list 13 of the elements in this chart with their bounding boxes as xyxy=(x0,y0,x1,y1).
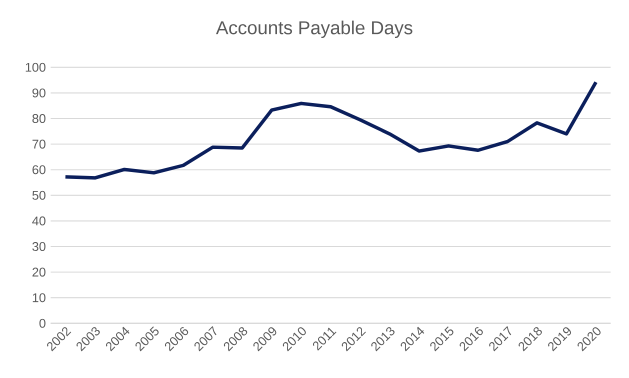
y-tick-label: 0 xyxy=(39,318,46,328)
y-tick-label: 50 xyxy=(32,190,46,200)
y-tick-label: 20 xyxy=(32,268,46,277)
chart-title: Accounts Payable Days xyxy=(216,20,412,38)
line-series xyxy=(64,80,598,180)
y-tick-label: 70 xyxy=(32,140,46,149)
y-tick-label: 60 xyxy=(32,165,46,174)
y-tick-label: 30 xyxy=(32,242,46,252)
y-tick-label: 80 xyxy=(32,114,46,124)
y-tick-label: 40 xyxy=(32,216,46,226)
y-tick-label: 90 xyxy=(32,88,46,98)
y-tick-label: 10 xyxy=(32,293,46,302)
y-tick-label: 100 xyxy=(26,62,46,72)
